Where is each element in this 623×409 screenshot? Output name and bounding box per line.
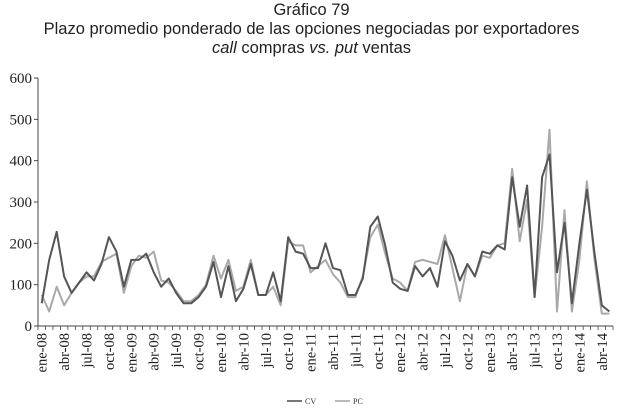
legend: CV PC [287, 397, 363, 406]
x-tick-label: jul-09 [169, 333, 185, 369]
series-lines [40, 128, 610, 315]
series-line-cv [40, 153, 610, 313]
x-tick-label: abr-11 [326, 333, 342, 370]
legend-label-pc: PC [353, 397, 363, 406]
x-tick-label: ene-12 [393, 333, 409, 372]
x-tick-label: jul-12 [438, 333, 454, 369]
y-tick-label: 500 [10, 112, 33, 128]
x-tick-label: ene-08 [35, 333, 51, 372]
chart-title-line2: Plazo promedio ponderado de las opciones… [43, 20, 580, 38]
x-tick-label: oct-13 [550, 333, 566, 370]
x-tick-label: ene-10 [214, 333, 230, 372]
x-tick-label: abr-13 [505, 333, 521, 371]
x-tick-label: jul-13 [528, 333, 544, 369]
y-tick-label: 200 [10, 236, 33, 252]
x-tick-label: ene-09 [124, 333, 140, 372]
title-ventas: ventas [357, 39, 412, 57]
x-tick-label: jul-08 [80, 333, 96, 369]
title-vs: vs. [309, 39, 331, 57]
x-tick-label: abr-08 [57, 333, 73, 371]
y-axis-ticks: 0 100 200 300 400 500 600 [10, 71, 38, 335]
x-tick-label: ene-11 [304, 333, 320, 372]
x-tick-label: abr-09 [147, 333, 163, 371]
series-line-pc [40, 128, 610, 315]
x-axis-ticks: ene-08 abr-08 jul-08 oct-08 ene-09 abr-09 jul-… [35, 326, 614, 372]
title-call: call [211, 39, 237, 57]
x-tick-label: ene-14 [572, 332, 588, 372]
x-tick-label: abr-14 [595, 332, 611, 370]
chart-title-line1: Gráfico 79 [273, 1, 350, 19]
x-tick-label: abr-12 [416, 333, 432, 371]
legend-label-cv: CV [305, 397, 316, 406]
x-tick-label: oct-12 [460, 333, 476, 370]
y-tick-label: 100 [10, 278, 33, 294]
y-tick-label: 400 [10, 154, 33, 170]
x-tick-label: oct-08 [102, 333, 118, 370]
x-tick-label: oct-09 [192, 333, 208, 370]
chart-title: Gráfico 79 Plazo promedio ponderado de l… [0, 0, 623, 58]
title-put: put [334, 39, 358, 57]
chart-title-line3: call compras vs. put ventas [0, 39, 623, 58]
x-tick-label: jul-10 [259, 333, 275, 369]
y-tick-label: 0 [25, 319, 33, 335]
y-tick-label: 300 [10, 195, 33, 211]
x-tick-label: abr-10 [236, 333, 252, 371]
x-tick-label: oct-10 [281, 333, 297, 370]
title-compras: compras [236, 39, 310, 57]
x-tick-label: oct-11 [371, 333, 387, 370]
x-tick-label: ene-13 [483, 333, 499, 372]
x-tick-label: jul-11 [348, 333, 364, 368]
y-tick-label: 600 [10, 71, 33, 87]
